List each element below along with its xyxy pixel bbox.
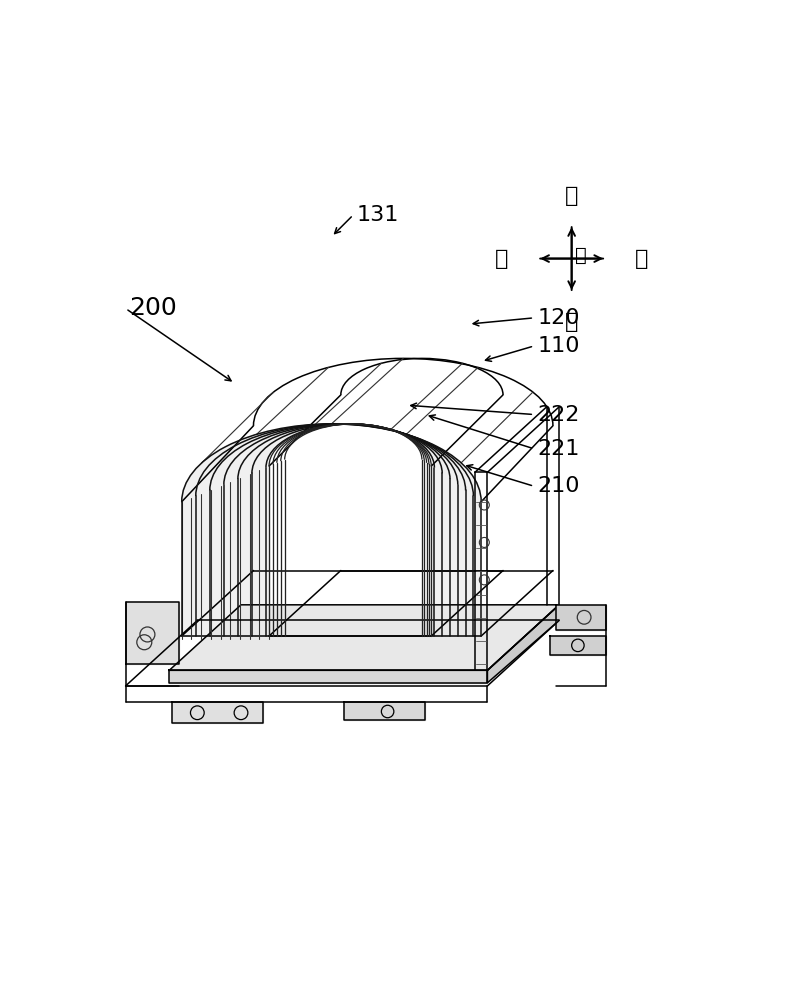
Polygon shape: [550, 636, 606, 655]
Polygon shape: [182, 424, 481, 636]
Text: 131: 131: [357, 205, 398, 225]
Polygon shape: [169, 605, 559, 670]
Text: 110: 110: [538, 336, 580, 356]
Text: 上: 上: [565, 186, 578, 206]
Polygon shape: [344, 702, 425, 720]
Text: 外: 外: [635, 249, 649, 269]
Polygon shape: [488, 605, 559, 683]
Polygon shape: [126, 602, 179, 664]
Text: 222: 222: [538, 405, 580, 425]
Polygon shape: [556, 605, 606, 630]
Text: 200: 200: [129, 296, 176, 320]
Text: 221: 221: [538, 439, 580, 459]
Text: 120: 120: [538, 308, 580, 328]
Text: 下: 下: [565, 312, 578, 332]
Polygon shape: [269, 424, 431, 636]
Text: 外: 外: [494, 249, 508, 269]
Text: 内: 内: [576, 246, 587, 265]
Text: 210: 210: [538, 476, 580, 496]
Polygon shape: [172, 702, 262, 723]
Polygon shape: [169, 670, 488, 683]
